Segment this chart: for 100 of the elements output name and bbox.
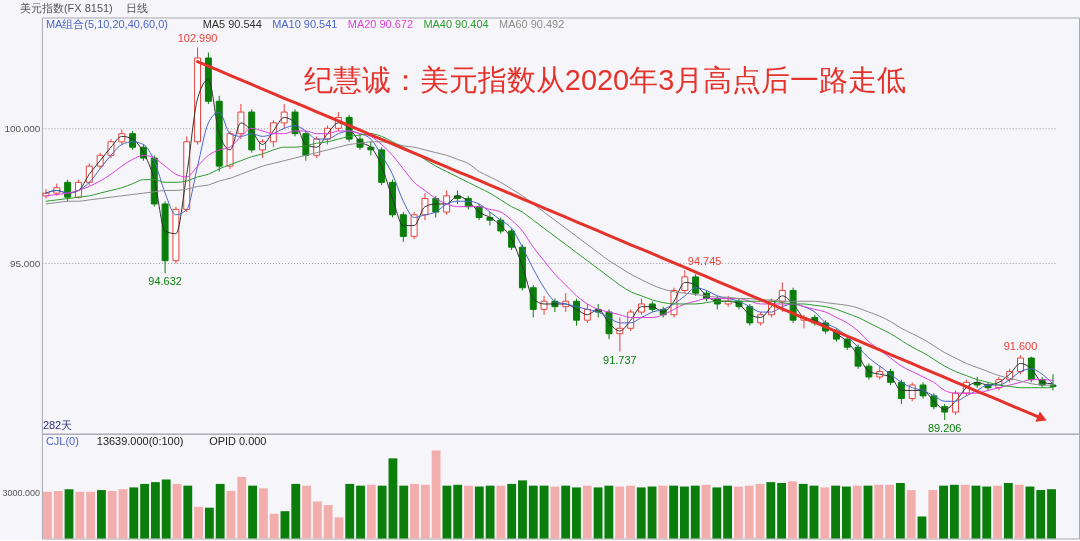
bar [485,485,495,539]
bar [280,511,290,539]
bar [787,481,797,539]
bar [993,485,1002,539]
annotation: 94.745 [687,255,722,268]
candlestick [399,211,407,243]
bar [917,516,927,539]
bar [841,486,851,539]
bar [550,486,560,539]
bar [107,490,117,539]
bar [248,485,257,539]
bar [701,484,711,539]
annotation: 91.737 [603,353,637,366]
bar [388,458,398,539]
annotation: 102.990 [177,32,218,45]
bar [507,483,517,539]
bar [96,490,106,539]
candlestick [280,103,288,129]
bar [453,484,463,539]
bar [345,483,355,539]
bar [658,485,668,539]
bar [712,487,722,539]
bar [75,491,85,539]
bar [150,482,160,539]
bar [561,485,571,539]
bar [474,486,484,539]
bar [906,490,916,539]
text: 纪慧诚：美元指数从2020年3月高点后一路走低 [303,64,907,97]
text: MA60 90.492 [499,18,565,31]
bar [215,483,225,539]
text: 13639.000(0:100) [96,434,184,447]
annotation: 89.206 [927,422,962,434]
bar [766,482,776,539]
bar [626,485,635,539]
candlestick [681,269,689,294]
bar [820,487,830,539]
text: MA20 90.672 [347,18,414,31]
bar [755,483,765,539]
bar [885,484,895,539]
bar [204,507,214,539]
bar [129,487,139,539]
bar [496,485,506,539]
bar [809,485,819,539]
text: 日线 [125,2,148,15]
bar [669,485,679,539]
bar [399,485,409,539]
bar [53,490,63,539]
bar [690,485,700,539]
text: CJL(0) [45,434,79,447]
bar [86,491,96,539]
bar [572,487,581,539]
annotation: 282天 [42,418,73,431]
bar [323,505,333,539]
bar [356,485,365,539]
bar [420,484,430,539]
bar [1003,483,1013,539]
bar [237,476,247,539]
bar [939,485,948,539]
bar [777,483,787,539]
bar [1014,484,1024,539]
bar [874,484,884,539]
text: 美元指数(FX 8151) [19,2,113,15]
bar [302,485,311,539]
annotation: 94.632 [148,275,182,288]
bar [971,485,981,539]
bar [161,479,171,539]
text: MA10 90.541 [272,18,338,31]
bar [960,484,970,539]
bar [615,486,625,539]
bar [377,485,387,539]
text: MA5 90.544 [202,18,262,31]
bar [1047,489,1056,539]
bar [464,485,473,539]
bar [798,483,808,539]
bar [982,486,992,539]
bar [312,501,322,539]
bar [64,489,74,539]
bar [723,485,733,539]
text: 3000.000 [2,487,40,498]
bar [636,487,646,539]
bar [831,485,841,539]
bar [334,517,344,539]
bar [895,483,905,539]
bar [1036,490,1046,539]
bar [183,485,193,539]
bar [518,480,527,539]
bar [734,486,743,539]
bar [928,490,938,539]
bar [442,485,452,539]
bar [269,513,279,539]
bar [258,488,268,539]
bar [604,485,614,539]
bar [593,487,603,539]
bar [680,486,689,539]
annotation: MA组合(5,10,20,40,60,0) [45,18,168,31]
bar [949,484,959,539]
bar [1025,486,1035,539]
bar [43,491,52,539]
text: OPID 0.000 [209,434,267,447]
bar [291,483,301,539]
